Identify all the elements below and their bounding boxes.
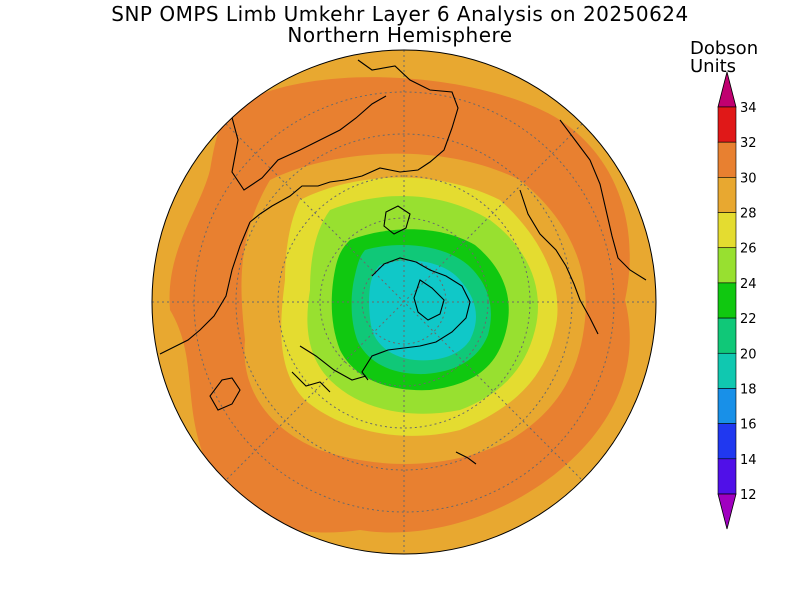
colorbar-tick-label: 26 xyxy=(740,242,757,257)
colorbar-swatch xyxy=(717,177,737,213)
colorbar-under-triangle xyxy=(717,493,737,530)
colorbar-units-line2: Units xyxy=(690,56,737,77)
colorbar-tick-label: 12 xyxy=(740,488,757,503)
colorbar-over-triangle xyxy=(717,71,737,108)
contour-band-core xyxy=(369,260,476,361)
colorbar-units-label: Dobson Units xyxy=(690,40,758,76)
colorbar-tick-label: 34 xyxy=(740,101,757,116)
colorbar-swatch xyxy=(717,212,737,249)
map-title: SNP OMPS Limb Umkehr Layer 6 Analysis on… xyxy=(111,2,689,26)
contour-fields xyxy=(152,50,656,554)
colorbar-swatch xyxy=(717,458,737,495)
colorbar: 34 32 30 28 26 24 22 20 18 16 14 12 xyxy=(717,71,757,530)
colorbar-units-line1: Dobson xyxy=(690,38,759,59)
colorbar-swatch xyxy=(717,106,737,143)
colorbar-tick-label: 16 xyxy=(740,418,757,433)
colorbar-tick-label: 22 xyxy=(740,312,757,327)
coastlines xyxy=(159,59,647,465)
colorbar-swatch xyxy=(717,317,737,354)
graticule xyxy=(152,50,656,554)
colorbar-swatch xyxy=(717,352,737,389)
colorbar-tick-label: 14 xyxy=(740,453,757,468)
colorbar-tick-label: 24 xyxy=(740,277,757,292)
colorbar-swatch xyxy=(717,423,737,460)
colorbar-tick-label: 18 xyxy=(740,382,757,397)
map-subtitle: Northern Hemisphere xyxy=(287,23,513,47)
globe-outline xyxy=(151,49,657,555)
colorbar-swatch xyxy=(717,388,737,424)
colorbar-swatch xyxy=(717,247,737,284)
colorbar-tick-label: 20 xyxy=(740,347,757,362)
colorbar-swatch xyxy=(717,141,737,178)
colorbar-tick-label: 30 xyxy=(740,171,757,186)
colorbar-tick-label: 32 xyxy=(740,136,757,151)
colorbar-swatch xyxy=(717,282,737,319)
colorbar-tick-label: 28 xyxy=(740,207,757,222)
